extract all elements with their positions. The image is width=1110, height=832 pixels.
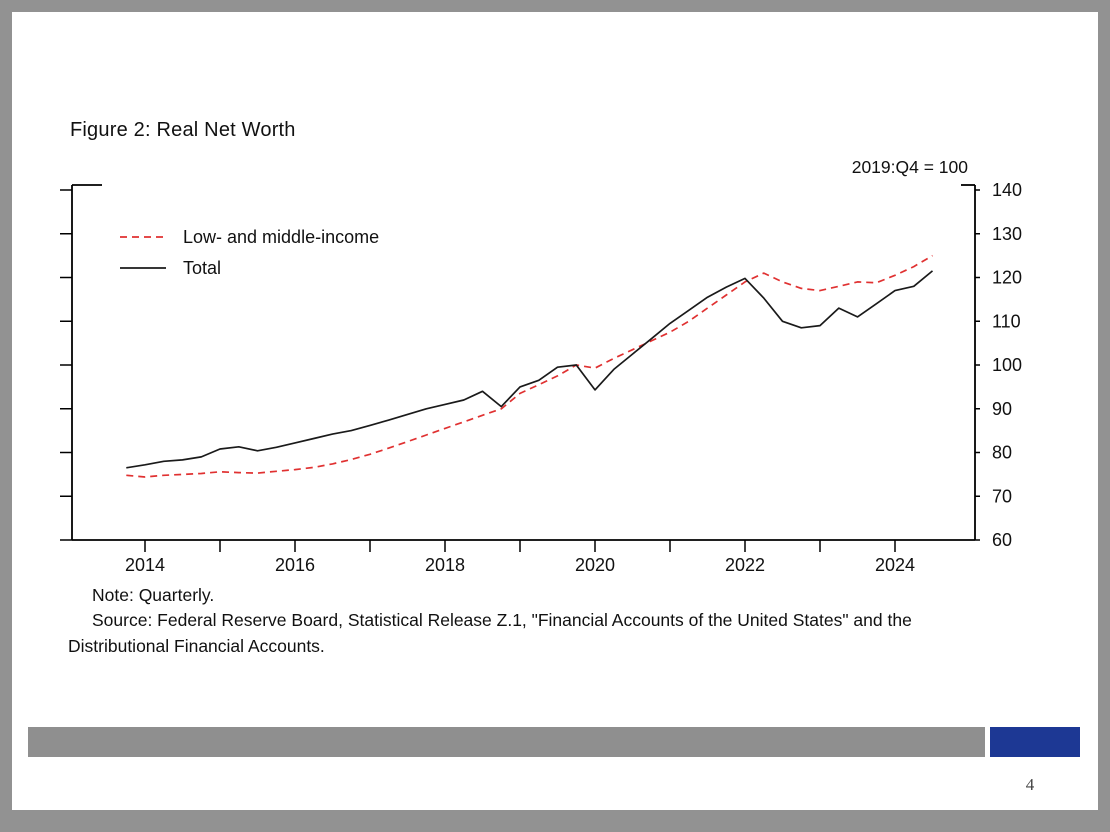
chart: 60 70 80 90 100 110 120 130 140 2014 2016 2018 2020 2… bbox=[40, 160, 1050, 590]
chart-notes: Note: Quarterly. Source: Federal Reserve… bbox=[68, 583, 976, 659]
svg-text:130: 130 bbox=[992, 224, 1022, 244]
svg-text:70: 70 bbox=[992, 486, 1012, 506]
figure-title: Figure 2: Real Net Worth bbox=[70, 119, 296, 141]
svg-text:Total: Total bbox=[183, 258, 221, 278]
svg-text:2016: 2016 bbox=[275, 555, 315, 575]
svg-text:2018: 2018 bbox=[425, 555, 465, 575]
line-chart-svg: 60 70 80 90 100 110 120 130 140 2014 2016 2018 2020 2… bbox=[60, 180, 1022, 575]
svg-text:2024: 2024 bbox=[875, 555, 915, 575]
footer-bar bbox=[28, 727, 985, 757]
slide: Figure 2: Real Net Worth 2019:Q4 = 100 6… bbox=[12, 12, 1098, 810]
svg-text:110: 110 bbox=[992, 311, 1021, 331]
note-line: Note: Quarterly. bbox=[92, 585, 215, 605]
svg-text:Low- and middle-income: Low- and middle-income bbox=[183, 227, 379, 247]
svg-text:100: 100 bbox=[992, 355, 1022, 375]
page-number: 4 bbox=[1025, 775, 1035, 794]
svg-text:2014: 2014 bbox=[125, 555, 165, 575]
svg-text:60: 60 bbox=[992, 530, 1012, 550]
source-line: Source: Federal Reserve Board, Statistic… bbox=[68, 610, 912, 656]
svg-text:80: 80 bbox=[992, 443, 1012, 463]
svg-text:2020: 2020 bbox=[575, 555, 615, 575]
svg-text:140: 140 bbox=[992, 180, 1022, 200]
svg-text:90: 90 bbox=[992, 399, 1012, 419]
svg-text:120: 120 bbox=[992, 268, 1022, 288]
index-base-note: 2019:Q4 = 100 bbox=[851, 157, 968, 177]
svg-text:2022: 2022 bbox=[725, 555, 765, 575]
footer-accent-block bbox=[990, 727, 1080, 757]
